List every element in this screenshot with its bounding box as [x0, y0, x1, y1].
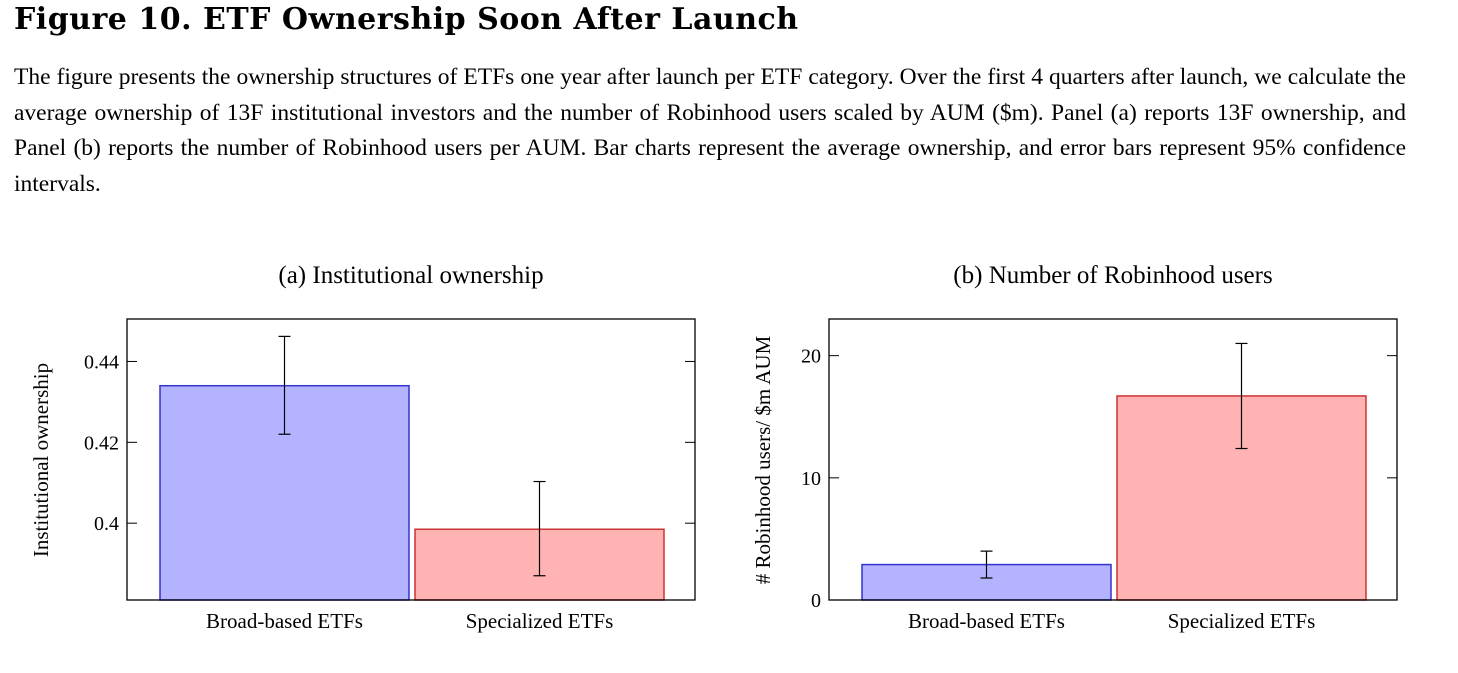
figure-caption: The figure presents the ownership struct… — [14, 64, 1406, 197]
x-tick-label: Broad-based ETFs — [908, 609, 1065, 633]
plot-frame — [126, 318, 696, 601]
y-tick-label: 20 — [801, 346, 821, 368]
chart-panel-b: (b) Number of Robinhood users Broad-based… — [751, 262, 1398, 633]
chart-title: (b) Number of Robinhood users — [953, 262, 1272, 289]
y-tick-label: 0.42 — [84, 432, 119, 454]
y-axis-label: Institutional ownership — [29, 363, 53, 557]
y-tick-label: 0.4 — [94, 513, 119, 535]
y-tick-label: 10 — [801, 468, 821, 490]
figure-title: Figure 10. ETF Ownership Soon After Laun… — [14, 2, 799, 37]
chart-panel-a: (a) Institutional ownership Broad-based E… — [29, 262, 696, 633]
y-tick-label: 0 — [811, 590, 821, 612]
y-axis-label: # Robinhood users/ $m AUM — [751, 335, 775, 584]
x-tick-label: Specialized ETFs — [1168, 609, 1316, 633]
y-tick-label: 0.44 — [84, 351, 119, 373]
plot-frame — [828, 318, 1398, 601]
chart-title: (a) Institutional ownership — [278, 262, 543, 289]
x-tick-label: Specialized ETFs — [466, 609, 614, 633]
x-tick-label: Broad-based ETFs — [206, 609, 363, 633]
